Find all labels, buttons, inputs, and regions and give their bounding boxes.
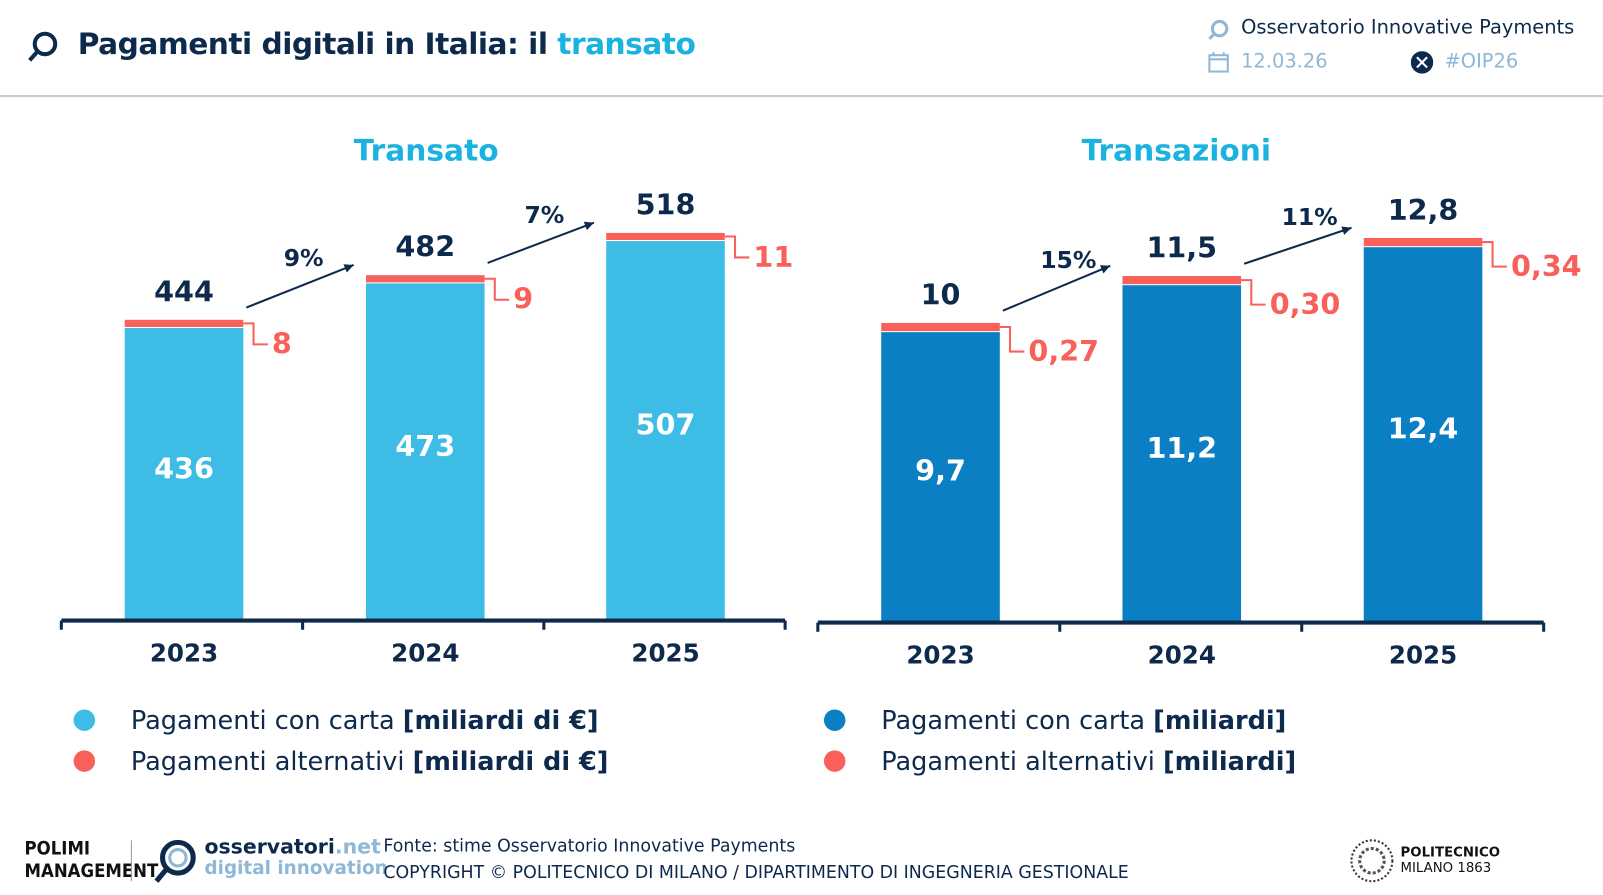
alt-leader-line	[724, 235, 750, 259]
legend-swatch	[823, 709, 846, 731]
source-note: Fonte: stime Osservatorio Innovative Pay…	[383, 836, 796, 857]
growth-arrow	[1243, 226, 1352, 265]
total-value-label: 11,5	[1146, 231, 1218, 265]
growth-percent-label: 7%	[524, 201, 565, 229]
bar-card	[365, 283, 485, 621]
alt-leader-line	[484, 277, 510, 301]
legend-unit: [miliardi di €]	[402, 705, 599, 736]
x-tick-label: 2024	[391, 638, 460, 668]
polimi-logo: POLIMI MANAGEMENT	[24, 838, 159, 883]
legend-entry: Pagamenti alternativi [miliardi]	[881, 746, 1296, 776]
bar-card	[606, 241, 725, 621]
osservatori-logo-icon	[154, 839, 196, 883]
total-value-label: 482	[395, 230, 456, 264]
calendar-icon	[1208, 52, 1229, 73]
growth-arrowhead	[343, 264, 354, 273]
growth-percent-label: 15%	[1040, 247, 1097, 274]
alt-leader-line	[243, 322, 268, 346]
bar-alternative	[881, 322, 1000, 332]
legend-entry: Pagamenti con carta [miliardi di €]	[131, 705, 599, 735]
legend-entry: Pagamenti alternativi [miliardi di €]	[131, 746, 609, 776]
politecnico-seal-icon	[1350, 839, 1394, 883]
date: 12.03.26	[1241, 50, 1328, 73]
magnifier-icon	[1208, 19, 1229, 40]
growth-arrow	[1002, 264, 1111, 312]
alt-value-label: 0,30	[1269, 287, 1341, 322]
alt-leader-line	[1241, 279, 1266, 306]
alt-leader-line	[1482, 241, 1507, 268]
x-tick-label: 2024	[1147, 640, 1216, 670]
bar-card	[881, 332, 1000, 623]
growth-arrowhead	[583, 221, 594, 231]
bar-alternative	[365, 275, 485, 283]
card-value-label: 507	[635, 408, 696, 443]
x-twitter-icon	[1410, 51, 1434, 74]
card-value-label: 473	[395, 429, 456, 464]
alt-value-label: 0,34	[1510, 249, 1582, 283]
x-tick-label: 2025	[631, 638, 700, 668]
x-tick-label: 2025	[1388, 640, 1458, 670]
growth-percent-label: 11%	[1281, 204, 1338, 232]
card-value-label: 9,7	[915, 454, 966, 489]
legend-entry: Pagamenti con carta [miliardi]	[881, 705, 1286, 735]
growth-arrowhead	[1341, 226, 1352, 235]
legend-unit: [miliardi di €]	[412, 746, 609, 776]
bar-card	[1363, 247, 1483, 623]
osservatori-logo: osservatori.net digital innovation	[204, 834, 388, 880]
legend-unit: [miliardi]	[1153, 705, 1287, 736]
bar-alternative	[606, 232, 725, 241]
magnifier-logo-icon	[28, 31, 58, 62]
card-value-label: 436	[154, 451, 214, 486]
bar-card	[124, 327, 244, 621]
x-tick-label: 2023	[149, 638, 219, 668]
legend-swatch	[73, 750, 96, 772]
card-value-label: 12,4	[1387, 411, 1459, 446]
charts-canvas	[59, 221, 1546, 632]
bar-card	[1122, 285, 1242, 623]
alt-value-label: 9	[513, 282, 534, 317]
growth-arrow	[245, 264, 355, 309]
alt-value-label: 8	[271, 326, 292, 361]
total-value-label: 12,8	[1387, 193, 1459, 227]
total-value-label: 10	[920, 277, 961, 312]
legend-swatch	[73, 709, 96, 731]
bar-alternative	[124, 319, 244, 327]
x-tick-label: 2023	[906, 640, 975, 670]
bar-alternative	[1122, 276, 1242, 285]
card-value-label: 11,2	[1146, 430, 1218, 465]
hashtag: #OIP26	[1444, 50, 1519, 73]
total-value-label: 444	[154, 274, 214, 309]
legend-unit: [miliardi]	[1162, 746, 1297, 776]
legend-text: Pagamenti con carta	[881, 705, 1154, 736]
legend-text: Pagamenti alternativi	[130, 746, 413, 776]
legend-text: Pagamenti alternativi	[881, 746, 1163, 776]
politecnico-logo: POLITECNICO MILANO 1863	[1400, 845, 1501, 877]
footer-divider	[130, 840, 132, 882]
bar-alternative	[1363, 237, 1483, 247]
chart-title: Transato	[353, 132, 499, 168]
alt-value-label: 0,27	[1028, 334, 1100, 368]
alt-value-label: 11	[753, 240, 794, 274]
growth-arrow	[487, 221, 595, 264]
chart-title: Transazioni	[1081, 132, 1272, 168]
page-title: Pagamenti digitali in Italia: il transat…	[77, 26, 696, 62]
copyright: COPYRIGHT © POLITECNICO DI MILANO / DIPA…	[383, 862, 1129, 884]
growth-arrowhead	[1100, 265, 1111, 274]
alt-leader-line	[999, 326, 1025, 353]
legend-text: Pagamenti con carta	[130, 705, 403, 736]
org-name: Osservatorio Innovative Payments	[1241, 16, 1575, 39]
growth-percent-label: 9%	[283, 245, 324, 272]
legend-swatch	[823, 750, 846, 772]
total-value-label: 518	[635, 187, 696, 222]
header-divider	[0, 95, 1603, 98]
